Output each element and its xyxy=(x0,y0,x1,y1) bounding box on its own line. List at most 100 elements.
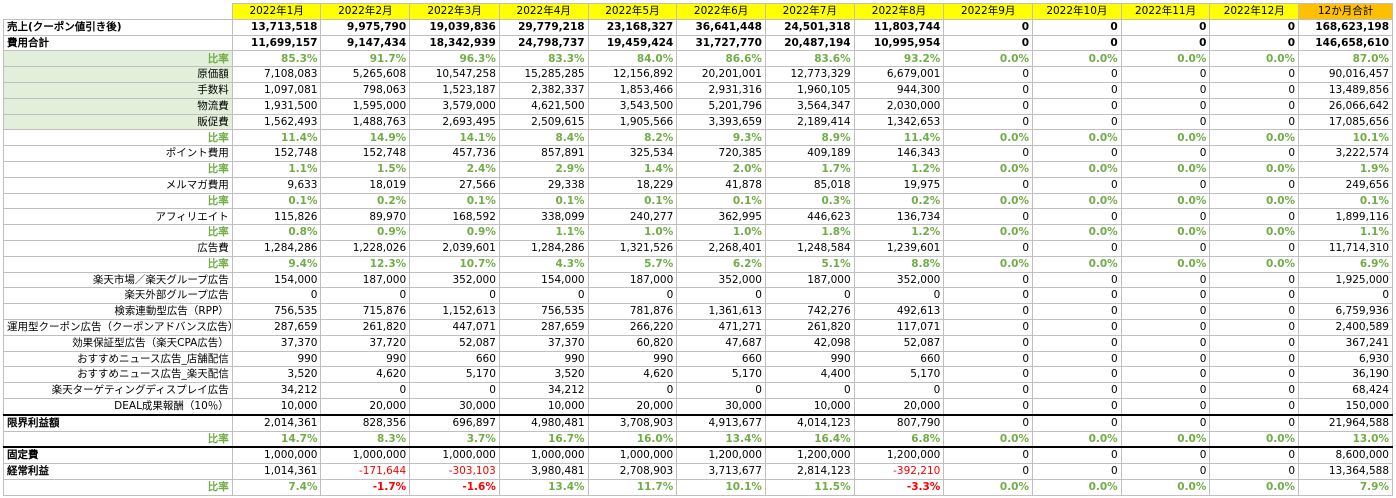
value-cell[interactable]: 3,543,500 xyxy=(587,97,678,115)
value-cell[interactable]: 0 xyxy=(1032,287,1122,305)
value-cell[interactable]: 83.3% xyxy=(498,50,589,68)
value-cell[interactable]: 0 xyxy=(943,413,1034,432)
value-cell[interactable]: 362,995 xyxy=(676,208,766,226)
value-cell[interactable]: 696,897 xyxy=(409,413,500,432)
value-cell[interactable]: 0.0% xyxy=(1209,160,1300,178)
value-cell[interactable]: 1,488,763 xyxy=(320,113,411,131)
value-cell[interactable]: 0.1% xyxy=(587,192,678,210)
value-cell[interactable]: 857,891 xyxy=(498,145,589,162)
value-cell[interactable]: 14.1% xyxy=(409,129,500,147)
value-cell[interactable]: 0.1% xyxy=(409,192,500,210)
value-cell[interactable]: -3.3% xyxy=(853,478,945,496)
value-cell[interactable]: 36,641,448 xyxy=(676,18,766,36)
value-cell[interactable]: 0 xyxy=(1120,97,1211,115)
value-cell[interactable]: 0 xyxy=(1120,81,1211,99)
value-cell[interactable]: 1,000,000 xyxy=(320,446,411,465)
value-cell[interactable]: 0.8% xyxy=(231,224,322,241)
value-cell[interactable]: 47,687 xyxy=(676,334,766,352)
value-cell[interactable]: 0 xyxy=(943,18,1034,36)
value-cell[interactable]: 0 xyxy=(1209,176,1300,194)
value-cell[interactable]: 1.2% xyxy=(853,160,945,178)
value-cell[interactable]: 10,995,954 xyxy=(853,34,945,52)
total-cell[interactable]: 6,930 xyxy=(1298,350,1393,368)
total-cell[interactable]: 6,759,936 xyxy=(1298,303,1393,320)
total-cell[interactable]: 13,364,588 xyxy=(1298,463,1393,480)
value-cell[interactable]: 0 xyxy=(1120,350,1211,368)
value-cell[interactable]: 2,014,361 xyxy=(231,413,322,432)
value-cell[interactable]: 2,382,337 xyxy=(498,81,589,99)
value-cell[interactable]: 152,748 xyxy=(231,145,322,162)
value-cell[interactable]: 19,039,836 xyxy=(409,18,500,36)
value-cell[interactable]: 2,039,601 xyxy=(409,239,500,257)
value-cell[interactable]: 0.0% xyxy=(1120,192,1211,210)
value-cell[interactable]: 4.3% xyxy=(498,255,589,273)
value-cell[interactable]: -1.7% xyxy=(320,478,411,496)
value-cell[interactable]: 12,773,329 xyxy=(764,66,855,83)
value-cell[interactable]: 240,277 xyxy=(587,208,678,226)
value-cell[interactable]: 23,168,327 xyxy=(587,18,678,36)
value-cell[interactable]: 13,713,518 xyxy=(231,18,322,36)
value-cell[interactable]: 83.6% xyxy=(764,50,855,68)
value-cell[interactable]: 4,913,677 xyxy=(676,413,766,432)
value-cell[interactable]: 2,708,903 xyxy=(587,463,678,480)
value-cell[interactable]: 16.4% xyxy=(764,430,855,448)
row-label[interactable]: 原価額 xyxy=(3,66,233,83)
value-cell[interactable]: 19,459,424 xyxy=(587,34,678,52)
value-cell[interactable]: 0 xyxy=(943,239,1034,257)
value-cell[interactable]: 0 xyxy=(1120,366,1211,384)
value-cell[interactable]: 29,779,218 xyxy=(498,18,589,36)
value-cell[interactable]: 0 xyxy=(1209,446,1300,465)
value-cell[interactable]: 990 xyxy=(498,350,589,368)
value-cell[interactable]: 18,342,939 xyxy=(409,34,500,52)
value-cell[interactable]: 0 xyxy=(1032,382,1122,399)
value-cell[interactable]: 1.1% xyxy=(498,224,589,241)
value-cell[interactable]: 990 xyxy=(764,350,855,368)
value-cell[interactable]: 1,905,566 xyxy=(587,113,678,131)
value-cell[interactable]: 2,030,000 xyxy=(853,97,945,115)
value-cell[interactable]: 266,220 xyxy=(587,318,678,336)
row-label[interactable]: 比率 xyxy=(3,478,233,496)
value-cell[interactable]: 798,063 xyxy=(320,81,411,99)
value-cell[interactable]: 352,000 xyxy=(409,271,500,289)
value-cell[interactable]: 0 xyxy=(943,303,1034,320)
total-cell[interactable]: 13,489,856 xyxy=(1298,81,1393,99)
value-cell[interactable]: 2,268,401 xyxy=(676,239,766,257)
value-cell[interactable]: 0 xyxy=(1120,303,1211,320)
value-cell[interactable]: 0 xyxy=(1120,18,1211,36)
total-cell[interactable]: 150,000 xyxy=(1298,397,1393,416)
value-cell[interactable]: 0 xyxy=(320,287,411,305)
value-cell[interactable]: 0.0% xyxy=(1120,478,1211,496)
value-cell[interactable]: 30,000 xyxy=(676,397,766,416)
value-cell[interactable]: 18,019 xyxy=(320,176,411,194)
value-cell[interactable]: 10,000 xyxy=(231,397,322,416)
row-label[interactable]: 比率 xyxy=(3,430,233,448)
value-cell[interactable]: 0.9% xyxy=(409,224,500,241)
value-cell[interactable]: 0 xyxy=(1032,318,1122,336)
value-cell[interactable]: 96.3% xyxy=(409,50,500,68)
value-cell[interactable]: 287,659 xyxy=(498,318,589,336)
value-cell[interactable]: 0.0% xyxy=(1120,160,1211,178)
value-cell[interactable]: 0 xyxy=(1120,413,1211,432)
value-cell[interactable]: 0.0% xyxy=(1120,430,1211,448)
value-cell[interactable]: 34,212 xyxy=(498,382,589,399)
value-cell[interactable]: 0 xyxy=(1209,350,1300,368)
value-cell[interactable]: 60,820 xyxy=(587,334,678,352)
value-cell[interactable]: 13.4% xyxy=(498,478,589,496)
value-cell[interactable]: 9,147,434 xyxy=(320,34,411,52)
value-cell[interactable]: 0 xyxy=(1120,113,1211,131)
value-cell[interactable]: 0 xyxy=(1032,34,1122,52)
value-cell[interactable]: 9,633 xyxy=(231,176,322,194)
row-label[interactable]: 楽天外部グループ広告 xyxy=(3,287,233,305)
value-cell[interactable]: 0 xyxy=(1120,446,1211,465)
row-label[interactable]: おすすめニュース広告_店舗配信 xyxy=(3,350,233,368)
total-cell[interactable]: 26,066,642 xyxy=(1298,97,1393,115)
value-cell[interactable]: 9,975,790 xyxy=(320,18,411,36)
value-cell[interactable]: 0 xyxy=(1032,350,1122,368)
value-cell[interactable]: 4,621,500 xyxy=(498,97,589,115)
value-cell[interactable]: 0 xyxy=(1120,334,1211,352)
value-cell[interactable]: 42,098 xyxy=(764,334,855,352)
value-cell[interactable]: 0.0% xyxy=(943,129,1034,147)
month-header[interactable]: 2022年10月 xyxy=(1032,3,1122,20)
month-header[interactable]: 2022年11月 xyxy=(1120,3,1211,20)
value-cell[interactable]: 756,535 xyxy=(498,303,589,320)
